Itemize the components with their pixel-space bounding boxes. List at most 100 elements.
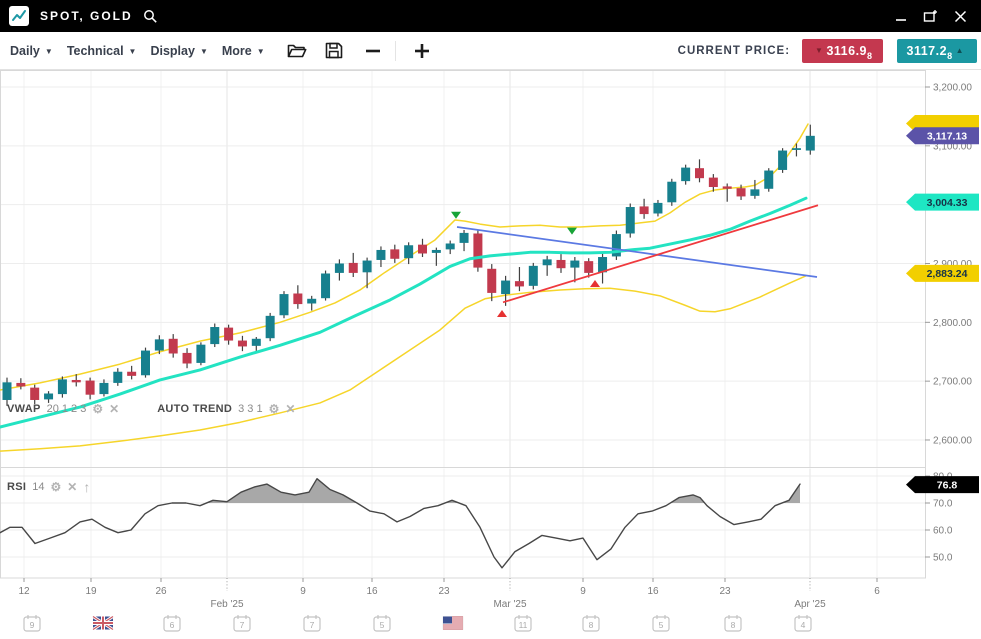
minimize-button[interactable] <box>895 10 907 22</box>
candle <box>459 232 469 243</box>
candle <box>611 234 621 257</box>
svg-text:2,700.00: 2,700.00 <box>933 377 972 388</box>
popout-button[interactable] <box>923 9 938 23</box>
candle <box>293 293 303 305</box>
close-button[interactable] <box>954 10 967 23</box>
svg-text:60.0: 60.0 <box>933 526 953 537</box>
trend-markers <box>451 211 600 317</box>
svg-text:9: 9 <box>300 586 306 597</box>
candle <box>265 315 275 339</box>
menu-daily[interactable]: Daily ▼ <box>10 43 53 58</box>
candle <box>16 382 26 387</box>
candle <box>528 265 538 286</box>
zoom-out-button[interactable] <box>365 43 381 59</box>
candles-layer <box>2 124 815 406</box>
toolbar: Daily ▼ Technical ▼ Display ▼ More ▼ CURRENT… <box>0 32 981 70</box>
svg-text:7: 7 <box>310 620 315 630</box>
economic-calendar-strip: 9 6 7 7 5 11 8 5 8 4 <box>23 615 812 632</box>
candle <box>348 262 358 273</box>
rsi-line <box>0 478 801 569</box>
arrow-up-icon: ▲ <box>955 46 964 55</box>
candle <box>487 268 497 293</box>
sell-signal-icon <box>451 211 461 219</box>
menu-more[interactable]: More ▼ <box>221 43 265 58</box>
vwap-line <box>0 196 808 429</box>
svg-text:8: 8 <box>731 620 736 630</box>
candle <box>279 294 289 316</box>
candle <box>418 244 427 254</box>
candle <box>44 393 54 400</box>
search-icon[interactable] <box>143 9 158 24</box>
close-icon[interactable]: ✕ <box>285 402 296 416</box>
gear-icon[interactable]: ⚙ <box>50 480 62 494</box>
candle <box>376 249 386 260</box>
save-icon[interactable] <box>325 42 343 59</box>
candle <box>57 379 67 395</box>
price-chart-canvas[interactable]: 3,200.003,100.003,000.002,900.002,800.00… <box>0 70 981 634</box>
candle <box>667 181 677 203</box>
svg-text:9: 9 <box>580 586 586 597</box>
candle <box>625 207 635 234</box>
calendar-icon: 11 <box>514 615 532 632</box>
menu-technical[interactable]: Technical ▼ <box>66 43 137 58</box>
candle <box>570 260 580 268</box>
candle <box>750 189 760 196</box>
current-price-label: CURRENT PRICE: <box>677 44 791 57</box>
current-price-cluster: CURRENT PRICE: ▼ 3116.9 8 3117.2 8 ▲ <box>677 38 977 63</box>
candle <box>141 350 150 376</box>
svg-text:5: 5 <box>380 620 385 630</box>
close-icon[interactable]: ✕ <box>109 402 120 416</box>
candle <box>154 339 164 351</box>
candle <box>639 206 649 215</box>
candle <box>736 188 746 197</box>
candle <box>514 281 524 287</box>
candle <box>501 280 511 295</box>
svg-text:50.0: 50.0 <box>933 553 953 564</box>
bid-price-badge: ▼ 3116.9 8 <box>802 38 883 63</box>
candle <box>722 186 732 189</box>
candle <box>791 148 801 150</box>
gear-icon[interactable]: ⚙ <box>268 402 280 416</box>
rsi-indicator-legend: RSI 14 ⚙ ✕ ↑ <box>7 479 90 495</box>
candle <box>196 344 206 363</box>
zoom-in-button[interactable] <box>414 43 430 59</box>
close-icon[interactable]: ✕ <box>67 480 78 494</box>
candle <box>556 259 566 269</box>
svg-text:5: 5 <box>659 620 664 630</box>
calendar-icon: 5 <box>373 615 391 632</box>
svg-text:16: 16 <box>647 586 659 597</box>
vwap-label: VWAP <box>7 403 41 415</box>
rsi-overbought-fill <box>1 478 800 503</box>
autotrend-label: AUTO TREND <box>157 403 233 415</box>
candle <box>473 233 483 268</box>
svg-text:Apr '25: Apr '25 <box>794 599 826 610</box>
candle <box>695 168 704 179</box>
candle <box>404 245 414 259</box>
chart-area[interactable]: 3,200.003,100.003,000.002,900.002,800.00… <box>0 70 981 634</box>
arrow-down-icon: ▼ <box>815 46 824 55</box>
candle <box>598 257 608 273</box>
collapse-pane-icon[interactable]: ↑ <box>83 479 91 495</box>
svg-text:23: 23 <box>438 586 450 597</box>
svg-text:6: 6 <box>874 586 880 597</box>
gear-icon[interactable]: ⚙ <box>92 402 104 416</box>
window-controls <box>895 9 967 23</box>
rsi-params: 14 <box>32 481 45 493</box>
svg-text:4: 4 <box>801 620 806 630</box>
chevron-down-icon: ▼ <box>128 47 137 56</box>
candle <box>168 338 178 354</box>
svg-text:23: 23 <box>719 586 731 597</box>
svg-text:70.0: 70.0 <box>933 499 953 510</box>
candle <box>584 261 594 273</box>
open-folder-icon[interactable] <box>287 42 307 59</box>
candle <box>99 382 109 395</box>
candle <box>805 135 815 151</box>
sell-signal-icon <box>567 227 577 235</box>
calendar-icon: 5 <box>652 615 670 632</box>
candle <box>362 260 372 273</box>
svg-text:Feb '25: Feb '25 <box>210 599 243 610</box>
menu-display[interactable]: Display ▼ <box>150 43 208 58</box>
calendar-icon: 7 <box>303 615 321 632</box>
candle <box>127 371 137 376</box>
